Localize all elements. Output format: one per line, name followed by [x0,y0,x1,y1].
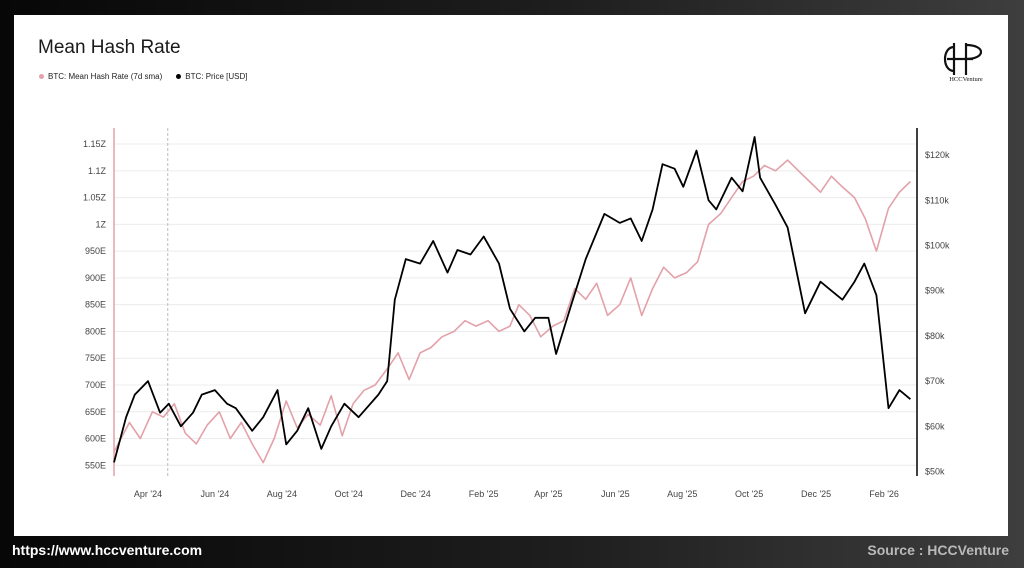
y-right-tick-label: $80k [925,331,945,341]
chart-title: Mean Hash Rate [38,37,181,58]
x-tick-label: Oct '24 [335,489,363,499]
y-right-tick-label: $90k [925,286,945,296]
y-left-tick-label: 550E [85,460,106,470]
legend-item-price[interactable]: BTC: Price [USD] [176,71,248,81]
y-left-tick-label: 1.05Z [83,193,107,203]
x-tick-label: Aug '25 [667,489,697,499]
y-right-tick-label: $120k [925,150,950,160]
x-tick-label: Feb '26 [869,489,899,499]
y-left-tick-label: 1.1Z [88,166,107,176]
legend-item-hashrate[interactable]: BTC: Mean Hash Rate (7d sma) [39,72,162,81]
source-credit: Source : HCCVenture [867,542,1009,558]
x-tick-label: Dec '24 [401,489,431,499]
y-left-tick-label: 750E [85,353,106,363]
x-tick-label: Jun '25 [601,489,630,499]
y-left-tick-label: 1.15Z [83,139,107,149]
price-series-line [113,136,911,463]
hashrate-legend-dot-icon [39,73,44,79]
legend-label-price: BTC: Price [USD] [185,71,248,81]
y-left-tick-label: 700E [85,380,106,390]
x-tick-label: Jun '24 [201,489,230,499]
x-tick-label: Apr '25 [534,489,562,499]
x-tick-label: Dec '25 [801,489,831,499]
y-left-tick-label: 650E [85,407,106,417]
y-right-tick-label: $60k [925,421,945,431]
hccventure-logo-icon [943,43,983,75]
logo-text: HCCVenture [949,76,983,83]
legend-label-hashrate: BTC: Mean Hash Rate (7d sma) [48,71,163,81]
y-left-tick-label: 800E [85,326,106,336]
x-tick-label: Feb '25 [469,489,499,499]
y-right-tick-label: $100k [925,241,950,251]
x-tick-label: Aug '24 [267,489,297,499]
y-right-tick-label: $70k [925,376,945,386]
y-left-tick-label: 900E [85,273,106,283]
chart-card: Mean Hash Rate BTC: Mean Hash Rate (7d s… [14,15,1008,536]
x-tick-label: Apr '24 [134,489,162,499]
price-legend-dot-icon [176,73,182,79]
y-left-tick-label: 600E [85,434,106,444]
y-right-tick-label: $110k [925,195,949,205]
y-left-tick-label: 850E [85,300,106,310]
website-url[interactable]: https://www.hccventure.com [12,542,203,558]
x-tick-label: Oct '25 [735,489,763,499]
chart-legend: BTC: Mean Hash Rate (7d sma) BTC: Price … [39,70,248,82]
y-left-tick-label: 950E [85,246,106,256]
y-left-tick-label: 1Z [95,219,106,229]
y-right-tick-label: $50k [925,466,945,476]
hashrate-price-chart: 550E 600E 650E 700E 750E 800E 850E 900E 950E 1Z 1.… [83,128,950,499]
